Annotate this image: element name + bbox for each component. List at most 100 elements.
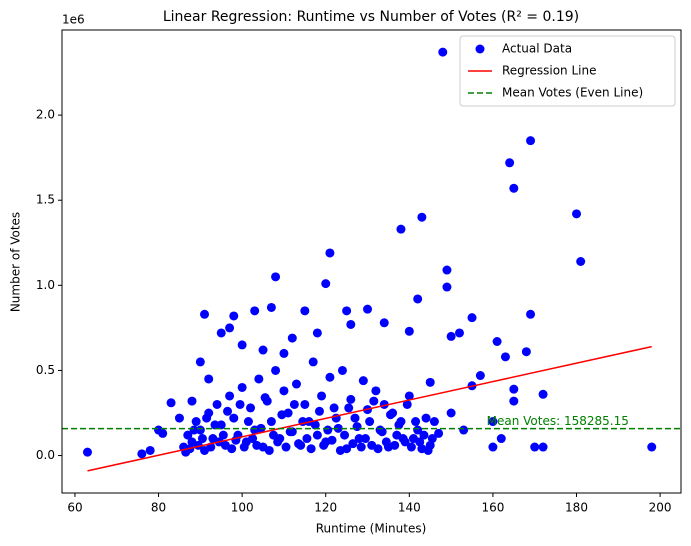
scatter-point (210, 420, 220, 430)
scatter-point (300, 306, 310, 316)
x-tick-label: 80 (151, 501, 166, 515)
scatter-point (277, 410, 287, 420)
scatter-point (356, 442, 366, 452)
scatter-point (538, 389, 548, 399)
scatter-point (239, 442, 249, 452)
scatter-point (216, 328, 226, 338)
scatter-point (312, 328, 322, 338)
scatter-point (521, 347, 531, 357)
scatter-point (404, 326, 414, 336)
scatter-point (252, 440, 262, 450)
scatter-point (300, 399, 310, 409)
y-tick-label: 2.0 (36, 108, 55, 122)
scatter-point (390, 440, 400, 450)
y-offset-label: 1e6 (62, 13, 85, 27)
scatter-point (344, 403, 354, 413)
y-tick-label: 1.5 (36, 193, 55, 207)
x-tick-label: 180 (565, 501, 588, 515)
scatter-point (434, 428, 444, 438)
scatter-point (329, 403, 339, 413)
scatter-point (406, 442, 416, 452)
scatter-point (413, 294, 423, 304)
chart-title: Linear Regression: Runtime vs Number of … (163, 9, 579, 25)
scatter-point (381, 437, 391, 447)
scatter-point (204, 374, 214, 384)
x-tick-label: 120 (314, 501, 337, 515)
scatter-point (191, 417, 201, 427)
scatter-point (647, 442, 657, 452)
scatter-point (363, 304, 373, 314)
scatter-point (314, 406, 324, 416)
scatter-point (429, 417, 439, 427)
scatter-point (419, 430, 429, 440)
scatter-point (195, 425, 205, 435)
scatter-point (530, 442, 540, 452)
scatter-point (183, 430, 193, 440)
legend-marker (475, 44, 485, 54)
legend-label: Regression Line (502, 64, 596, 78)
scatter-point (500, 352, 510, 362)
scatter-point (526, 136, 536, 146)
scatter-point (317, 391, 327, 401)
scatter-point (505, 158, 515, 168)
x-tick-label: 60 (67, 501, 82, 515)
scatter-point (195, 357, 205, 367)
scatter-point (398, 434, 408, 444)
plot-frame (61, 29, 682, 494)
regression-line (87, 345, 652, 472)
scatter-point (340, 430, 350, 440)
scatter-point (189, 425, 199, 435)
scatter-point (291, 379, 301, 389)
y-tick-label: 0.5 (36, 363, 55, 377)
scatter-point (373, 444, 383, 454)
legend-box (459, 35, 676, 107)
scatter-point (237, 340, 247, 350)
scatter-point (404, 391, 414, 401)
scatter-point (212, 399, 222, 409)
scatter-point (576, 257, 586, 266)
scatter-point (273, 437, 283, 447)
scatter-point (325, 372, 335, 382)
scatter-point (202, 413, 212, 423)
scatter-point (223, 406, 233, 416)
scatter-point (509, 384, 519, 394)
scatter-point (427, 434, 437, 444)
x-tick-label: 200 (649, 501, 672, 515)
scatter-point (218, 430, 228, 440)
scatter-point (394, 420, 404, 430)
scatter-point (266, 417, 276, 427)
scatter-point (227, 444, 237, 454)
scatter-point (415, 437, 425, 447)
scatter-point (250, 306, 260, 316)
scatter-point (342, 306, 352, 316)
scatter-point (266, 302, 276, 312)
scatter-point (260, 393, 270, 403)
scatter-point (454, 328, 464, 338)
scatter-point (310, 420, 320, 430)
scatter-point (306, 444, 316, 454)
scatter-point (438, 47, 448, 57)
scatter-point (526, 309, 536, 319)
scatter-point (321, 279, 331, 289)
scatter-point (377, 427, 387, 437)
scatter-point (402, 399, 412, 409)
scatter-point (200, 309, 210, 319)
scatter-point (279, 386, 289, 396)
annotation: Mean Votes: 158285.15 (487, 414, 629, 428)
scatter-point (509, 396, 519, 406)
scatter-point (346, 394, 356, 404)
scatter-point (538, 442, 548, 452)
scatter-point (235, 399, 245, 409)
scatter-point (302, 434, 312, 444)
scatter-point (271, 365, 281, 375)
x-tick-label: 140 (398, 501, 421, 515)
scatter-point (229, 413, 239, 423)
scatter-point (446, 408, 456, 418)
scatter-point (335, 445, 345, 455)
scatter-point (187, 396, 197, 406)
scatter-point (360, 434, 370, 444)
scatter-point (158, 428, 168, 438)
scatter-point (442, 265, 452, 275)
scatter-point (572, 209, 582, 219)
